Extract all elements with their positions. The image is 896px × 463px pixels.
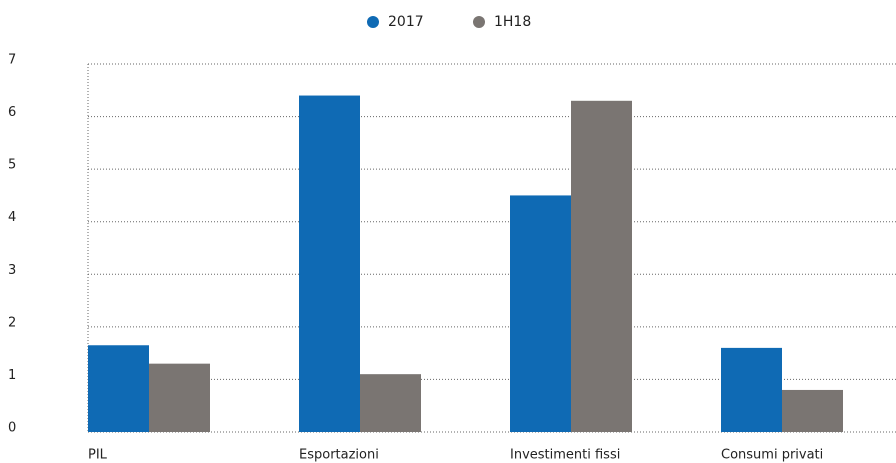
- y-tick-label: 0: [8, 421, 16, 436]
- y-tick-label: 5: [8, 158, 16, 173]
- y-tick-label: 3: [8, 263, 16, 278]
- bar: [299, 95, 360, 433]
- bar: [510, 195, 571, 432]
- y-tick-label: 6: [8, 105, 16, 120]
- x-tick-label: Consumi privati: [721, 448, 823, 463]
- x-tick-label: PIL: [88, 448, 108, 463]
- y-tick-label: 2: [8, 315, 16, 330]
- y-tick-label: 4: [8, 210, 16, 225]
- y-tick-label: 1: [8, 368, 16, 383]
- legend-label: 1H18: [494, 14, 531, 30]
- bar: [360, 374, 421, 432]
- x-tick-label: Esportazioni: [299, 448, 379, 463]
- bar: [571, 100, 632, 433]
- bar: [88, 345, 149, 432]
- bar: [149, 363, 210, 432]
- legend-label: 2017: [388, 14, 424, 30]
- x-tick-label: Investimenti fissi: [510, 448, 620, 463]
- legend-marker: [473, 16, 485, 28]
- y-tick-label: 7: [8, 53, 16, 68]
- legend-marker: [367, 16, 379, 28]
- bar: [782, 389, 843, 432]
- bar: [721, 347, 782, 432]
